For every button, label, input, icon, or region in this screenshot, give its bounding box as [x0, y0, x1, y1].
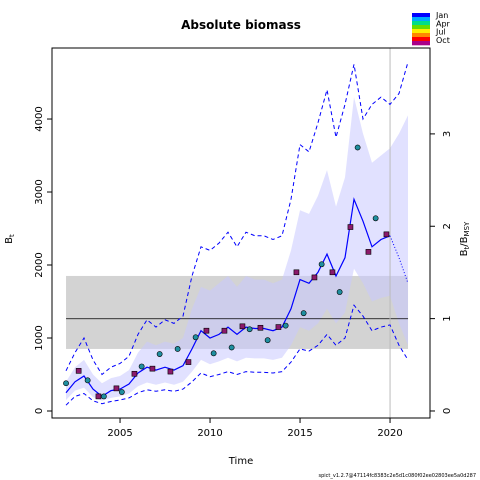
index1-point: [318, 261, 325, 268]
index2-point: [275, 324, 282, 330]
index2-point: [329, 269, 336, 276]
index2-point: [293, 269, 300, 276]
legend-swatch: [412, 29, 430, 34]
index1-point: [156, 351, 163, 357]
legend-label: Oct: [436, 36, 450, 45]
chart-title: Absolute biomass: [181, 18, 301, 32]
y2-tick-label: 0: [442, 408, 453, 414]
index2-point: [239, 323, 246, 330]
y-tick-label: 4000: [34, 106, 45, 131]
y-label-main: B: [4, 237, 15, 244]
index1-point: [354, 144, 361, 151]
index1-point: [246, 326, 253, 333]
y2-label-part: /B: [459, 236, 470, 246]
y-tick-label: 1000: [34, 325, 45, 350]
plot-frame: [51, 47, 431, 419]
index2-point: [131, 370, 138, 377]
y2-tick-label: 3: [442, 131, 453, 137]
legend-swatch: [412, 17, 430, 22]
footer: spict_v1.2.7@47114fc8383c2e5d1c080f02ee0…: [318, 473, 476, 479]
y-tick-label: 2000: [34, 252, 45, 277]
index1-point: [228, 344, 235, 351]
estimate-line: [65, 197, 391, 398]
index1-point: [210, 350, 217, 357]
legend-swatch: [412, 33, 430, 38]
index2-point: [221, 327, 228, 334]
y2-label-sub: MSY: [463, 221, 471, 236]
x-axis-label: Time: [228, 456, 253, 467]
y-tick-label: 0: [34, 408, 45, 414]
index1-point: [63, 380, 69, 387]
index1-point: [138, 363, 145, 370]
index1-point: [174, 346, 181, 352]
index2-point: [311, 274, 318, 281]
y2-axis-label: Bt/BMSY: [459, 221, 471, 256]
y-axis-label: Bt: [4, 234, 16, 244]
index1-point: [282, 322, 289, 329]
index2-point: [113, 385, 120, 392]
y2-tick-label: 1: [442, 315, 453, 321]
index2-point: [365, 249, 372, 255]
legend-swatch: [412, 37, 430, 42]
legend-swatch: [412, 25, 430, 30]
index2-point: [347, 224, 354, 230]
index2-point: [257, 324, 264, 331]
x-tick-label: 2020: [377, 428, 402, 439]
y2-tick-label: 2: [442, 223, 453, 229]
index2-point: [167, 368, 174, 375]
x-tick-label: 2015: [287, 428, 312, 439]
index1-point: [336, 289, 343, 295]
legend-swatch: [412, 21, 430, 26]
x-tick-label: 2010: [197, 428, 222, 439]
index2-point: [383, 231, 390, 238]
legend-label: Jul: [435, 28, 446, 37]
legend-swatch: [412, 13, 430, 18]
index2-point: [203, 327, 210, 334]
y2-label-part: B: [459, 249, 470, 256]
index1-point: [100, 393, 107, 400]
index2-point: [95, 393, 102, 400]
index1-point: [300, 310, 307, 317]
y-label-sub: t: [8, 234, 16, 237]
index2-point: [185, 359, 192, 365]
legend-label: Jan: [435, 11, 448, 20]
outer-ci-line: [65, 304, 409, 406]
ci-band: [66, 97, 408, 401]
x-tick-label: 2005: [107, 428, 132, 439]
index1-point: [118, 389, 125, 395]
index2-point: [149, 365, 156, 372]
index1-point: [264, 337, 271, 344]
index1-point: [192, 334, 199, 341]
legend-swatch: [412, 41, 430, 46]
legend-label: Apr: [436, 19, 451, 28]
index1-point: [84, 377, 91, 384]
y2-label-sub: t: [463, 246, 471, 249]
index1-point: [372, 215, 379, 222]
y-tick-label: 3000: [34, 179, 45, 204]
index2-point: [75, 368, 82, 374]
